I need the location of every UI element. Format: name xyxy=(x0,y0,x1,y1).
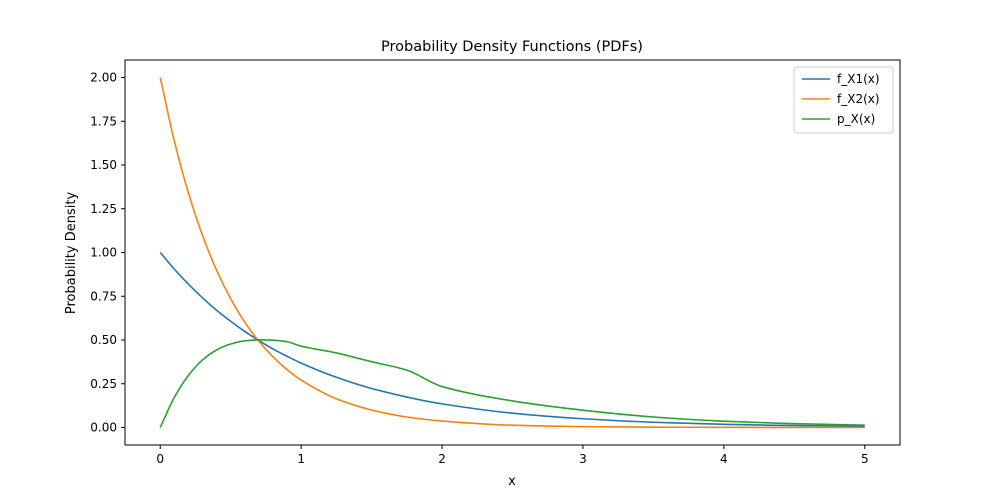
legend: f_X1(x) f_X2(x) p_X(x) xyxy=(793,66,894,134)
legend-label-3: p_X(x) xyxy=(837,112,875,126)
x-tick-label: 1 xyxy=(297,452,305,466)
legend-label-2: f_X2(x) xyxy=(837,92,880,106)
x-tick-label: 4 xyxy=(720,452,728,466)
legend-box xyxy=(793,66,894,134)
series-line-1 xyxy=(159,251,865,428)
series-line-3 xyxy=(159,339,865,428)
chart-title: Probability Density Functions (PDFs) xyxy=(381,39,643,55)
y-axis-ticks: 0.00 0.25 0.50 0.75 1.00 1.25 1.50 1.75 2.00 xyxy=(90,71,125,435)
axes-frame xyxy=(124,59,901,446)
legend-label-1: f_X1(x) xyxy=(837,72,880,86)
y-tick-label: 1.75 xyxy=(90,114,117,128)
y-tick-label: 1.00 xyxy=(90,246,117,260)
y-tick-label: 0.00 xyxy=(90,421,117,435)
x-tick-label: 2 xyxy=(438,452,446,466)
y-tick-label: 0.25 xyxy=(90,377,117,391)
x-tick-label: 0 xyxy=(156,452,164,466)
y-tick-label: 1.25 xyxy=(90,202,117,216)
series-line-2 xyxy=(159,77,865,429)
x-tick-label: 5 xyxy=(861,452,869,466)
y-axis-label: Probability Density xyxy=(64,192,79,315)
x-axis-label: x xyxy=(508,474,516,489)
plot-area xyxy=(124,59,901,446)
y-tick-label: 0.75 xyxy=(90,289,117,303)
x-tick-label: 3 xyxy=(579,452,587,466)
y-tick-label: 2.00 xyxy=(90,71,117,85)
y-tick-label: 0.50 xyxy=(90,333,117,347)
y-tick-label: 1.50 xyxy=(90,158,117,172)
x-axis-ticks: 0 1 2 3 4 5 xyxy=(156,445,869,466)
